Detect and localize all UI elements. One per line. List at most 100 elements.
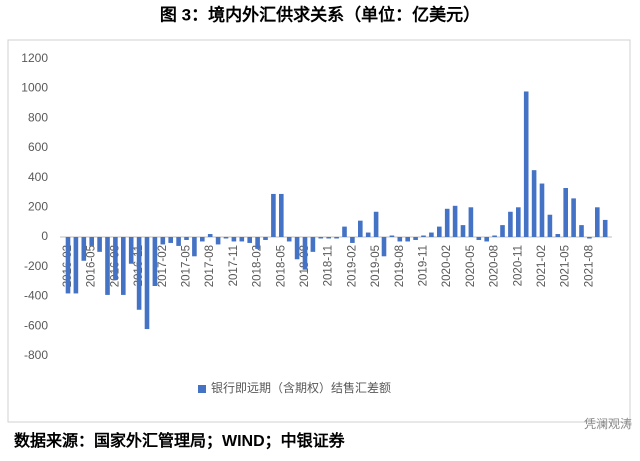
bar (350, 237, 355, 243)
bar (113, 237, 118, 281)
bar (136, 237, 142, 310)
bar (279, 193, 284, 237)
bar (184, 237, 189, 240)
bar (413, 237, 418, 240)
bar (516, 207, 521, 237)
bar (531, 170, 537, 237)
bar (89, 237, 94, 246)
bar (595, 207, 600, 237)
bar (121, 237, 126, 295)
x-tick-label: 2020-05 (465, 245, 477, 287)
bar (397, 237, 403, 242)
source-note: 数据来源：国家外汇管理局；WIND；中银证券 (14, 431, 346, 450)
bar (168, 237, 173, 243)
bar (200, 237, 205, 242)
y-tick-label: 0 (41, 229, 48, 243)
bar (144, 237, 150, 330)
y-tick-label: -200 (24, 259, 48, 273)
bar (429, 232, 434, 237)
x-tick-label: 2017-08 (204, 245, 216, 287)
bar (421, 235, 426, 237)
bar (286, 237, 292, 242)
bar (263, 237, 268, 240)
y-tick-label: -600 (24, 318, 48, 332)
bar (437, 226, 442, 237)
bar (389, 235, 395, 237)
x-tick-label: 2019-11 (418, 245, 430, 286)
bar (239, 237, 245, 242)
bar (444, 208, 450, 237)
bar (342, 226, 347, 237)
x-tick-label: 2017-11 (228, 245, 240, 286)
x-tick-label: 2021-05 (560, 245, 572, 287)
bar (468, 207, 474, 237)
bar (73, 237, 79, 294)
y-tick-label: 800 (28, 110, 48, 124)
bar (231, 237, 237, 242)
bar (247, 237, 252, 243)
bar (302, 237, 308, 270)
bar (492, 235, 497, 237)
x-tick-label: 2019-08 (394, 245, 406, 287)
bar (602, 219, 608, 237)
x-tick-label: 2018-02 (252, 245, 264, 287)
bar (105, 237, 110, 295)
x-tick-label: 2018-05 (275, 245, 287, 287)
x-tick-label: 2017-02 (157, 245, 169, 287)
y-tick-label: 1000 (21, 81, 48, 95)
bar (152, 237, 158, 287)
y-tick-label: 400 (28, 170, 48, 184)
bar (255, 237, 260, 249)
bar (271, 193, 276, 237)
bar (223, 237, 229, 239)
bar (318, 237, 324, 239)
bar (555, 234, 561, 237)
chart-title: 图 3：境内外汇供求关系（单位：亿美元） (160, 4, 480, 24)
legend-swatch (198, 385, 206, 393)
x-tick-label: 2016-05 (86, 245, 98, 287)
bar (547, 214, 553, 237)
watermark: 凭澜观涛 (584, 416, 632, 431)
chart-frame (7, 39, 631, 423)
x-tick-label: 2021-08 (583, 245, 595, 287)
bar (176, 237, 181, 246)
bar (460, 225, 466, 237)
bar (579, 225, 584, 237)
x-tick-label: 2021-02 (536, 245, 548, 287)
bar (97, 237, 102, 252)
x-tick-label: 2017-05 (181, 245, 193, 287)
bar (365, 232, 371, 237)
x-tick-label: 2020-11 (512, 245, 524, 286)
bar (128, 237, 134, 264)
bar (500, 225, 505, 237)
bar (452, 205, 458, 237)
bar (65, 237, 71, 294)
bar (587, 237, 592, 239)
bar (334, 237, 339, 239)
bar (192, 237, 197, 257)
bar (373, 211, 379, 237)
legend-label: 银行即远期（含期权）结售汇差额 (211, 380, 391, 395)
x-tick-label: 2020-02 (441, 245, 453, 287)
x-tick-label: 2019-02 (346, 245, 358, 287)
bar (508, 211, 513, 237)
bar (207, 234, 213, 237)
bar (381, 237, 387, 257)
bar (563, 187, 568, 237)
bar (484, 237, 489, 242)
x-tick-label: 2020-08 (489, 245, 501, 287)
bar (326, 237, 331, 239)
y-tick-label: -800 (24, 348, 48, 362)
x-tick-label: 2018-11 (323, 245, 335, 286)
bar (539, 183, 545, 237)
bar (294, 237, 300, 260)
bar (405, 237, 410, 242)
y-tick-label: 200 (28, 199, 48, 213)
bar (571, 198, 576, 237)
bar (215, 237, 221, 245)
y-tick-label: 600 (28, 140, 48, 154)
bar (160, 237, 166, 245)
bar (81, 237, 87, 261)
bar (523, 91, 529, 237)
